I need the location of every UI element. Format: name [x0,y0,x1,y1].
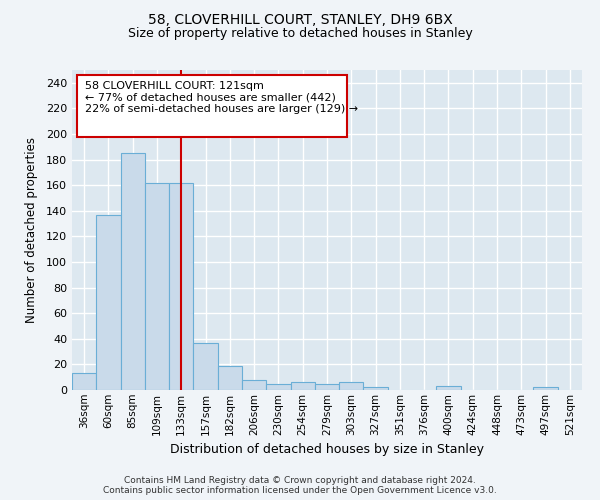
Bar [242,380,266,390]
Bar [145,182,169,390]
X-axis label: Distribution of detached houses by size in Stanley: Distribution of detached houses by size … [170,443,484,456]
Bar [218,366,242,390]
Bar [96,214,121,390]
Bar [315,384,339,390]
Bar [436,386,461,390]
Bar [193,342,218,390]
Bar [169,182,193,390]
Bar [121,153,145,390]
Bar [533,388,558,390]
Bar [290,382,315,390]
Bar [72,374,96,390]
Bar [364,388,388,390]
Text: 58, CLOVERHILL COURT, STANLEY, DH9 6BX: 58, CLOVERHILL COURT, STANLEY, DH9 6BX [148,12,452,26]
Text: Contains HM Land Registry data © Crown copyright and database right 2024.
Contai: Contains HM Land Registry data © Crown c… [103,476,497,495]
FancyBboxPatch shape [77,75,347,137]
Bar [339,382,364,390]
Y-axis label: Number of detached properties: Number of detached properties [25,137,38,323]
Text: 58 CLOVERHILL COURT: 121sqm
← 77% of detached houses are smaller (442)
22% of se: 58 CLOVERHILL COURT: 121sqm ← 77% of det… [85,80,358,114]
Bar [266,384,290,390]
Text: Size of property relative to detached houses in Stanley: Size of property relative to detached ho… [128,28,472,40]
